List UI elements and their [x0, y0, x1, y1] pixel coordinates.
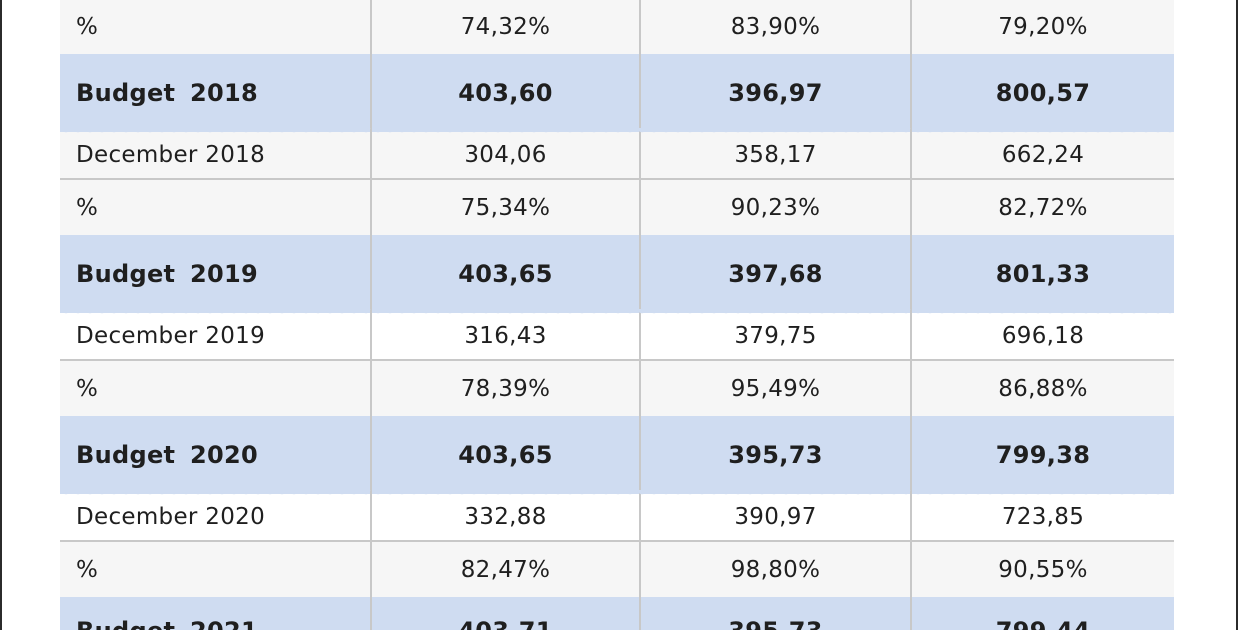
cell-value: 90,23% [641, 180, 912, 235]
table-row-december: December 2020 332,88 390,97 723,85 [60, 494, 1174, 542]
cell-value: 799,38 [995, 441, 1091, 469]
cell-value: 403,71 [372, 597, 641, 630]
cell-value: 723,85 [1001, 504, 1085, 530]
table-row-budget: Budget 2021 403,71 395,73 799,44 [60, 597, 1174, 630]
cell-value: 403,65 [372, 235, 641, 313]
cell-value: 83,90% [641, 0, 912, 54]
row-label: December 2018 [60, 132, 372, 178]
table-row-december: December 2019 316,43 379,75 696,18 [60, 313, 1174, 361]
table-row-budget: Budget 2020 403,65 395,73 799,38 [60, 416, 1174, 498]
page-frame-right [1236, 0, 1238, 630]
budget-table: % 74,32% 83,90% 79,20% Budget 2018 403,6… [60, 0, 1174, 630]
row-label: December 2020 [60, 494, 372, 540]
row-label: % [60, 361, 372, 416]
row-label: % [60, 180, 372, 235]
cell-value: 75,34% [372, 180, 641, 235]
cell-value: 358,17 [641, 132, 912, 178]
table-row-december: December 2018 304,06 358,17 662,24 [60, 132, 1174, 180]
cell-value: 90,55% [998, 556, 1088, 583]
cell-value: 801,33 [995, 260, 1091, 288]
cell-value: 800,57 [995, 79, 1091, 107]
cell-value: 403,60 [372, 54, 641, 132]
cell-value: 95,49% [641, 361, 912, 416]
cell-value: 696,18 [1001, 323, 1085, 349]
cell-value: 662,24 [1001, 142, 1085, 168]
cell-value: 332,88 [372, 494, 641, 540]
row-label: Budget 2021 [60, 597, 372, 630]
cell-value: 304,06 [372, 132, 641, 178]
cell-value: 799,44 [912, 597, 1174, 630]
table-row-percent: % 82,47% 98,80% 90,55% [60, 542, 1174, 597]
table-row-budget: Budget 2019 403,65 397,68 801,33 [60, 235, 1174, 317]
row-label: Budget 2020 [60, 416, 372, 494]
cell-value: 379,75 [641, 313, 912, 359]
cell-value: 86,88% [998, 375, 1088, 402]
cell-value: 74,32% [372, 0, 641, 54]
row-label: % [60, 542, 372, 597]
cell-value: 395,73 [641, 597, 912, 630]
cell-value: 78,39% [372, 361, 641, 416]
row-label: Budget 2018 [60, 54, 372, 132]
table-row-percent: % 78,39% 95,49% 86,88% [60, 361, 1174, 416]
table-row-budget: Budget 2018 403,60 396,97 800,57 [60, 54, 1174, 136]
table-row-percent: % 74,32% 83,90% 79,20% [60, 0, 1174, 54]
table-row-percent: % 75,34% 90,23% 82,72% [60, 180, 1174, 235]
cell-value: 316,43 [372, 313, 641, 359]
row-label: % [60, 0, 372, 54]
cell-value: 395,73 [641, 416, 912, 494]
page-frame-left [0, 0, 2, 630]
cell-value: 390,97 [641, 494, 912, 540]
cell-value: 82,47% [372, 542, 641, 597]
row-label: Budget 2019 [60, 235, 372, 313]
row-label: December 2019 [60, 313, 372, 359]
cell-value: 396,97 [641, 54, 912, 132]
cell-value: 403,65 [372, 416, 641, 494]
cell-value: 98,80% [641, 542, 912, 597]
cell-value: 397,68 [641, 235, 912, 313]
cell-value: 79,20% [998, 14, 1088, 40]
cell-value: 82,72% [998, 194, 1088, 221]
